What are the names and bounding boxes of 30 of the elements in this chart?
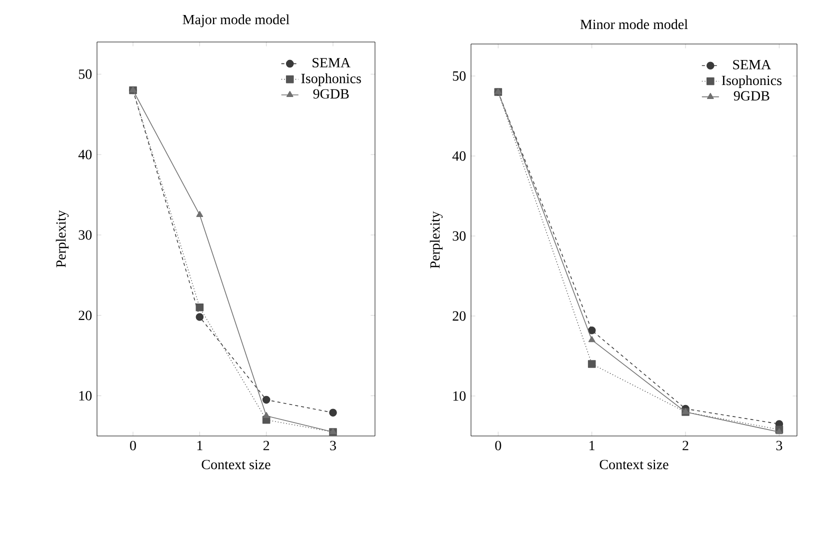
y-tick-label: 50: [78, 69, 92, 79]
x-axis-title: Context size: [202, 460, 270, 470]
chart-title: Minor mode model: [580, 19, 688, 30]
y-axis-title: Perplexity: [430, 211, 443, 268]
y-axis-title: Perplexity: [56, 210, 69, 268]
y-tick-label: 50: [452, 71, 466, 81]
y-tick-label: 20: [452, 311, 466, 321]
x-tick-label: 3: [776, 440, 782, 450]
x-tick-label: 0: [495, 440, 502, 450]
x-tick-label: 1: [197, 440, 202, 450]
x-tick-label: 0: [130, 440, 136, 450]
x-axis-title: Context size: [600, 460, 668, 470]
x-tick-label: 3: [330, 440, 336, 450]
x-tick-label: 1: [590, 440, 595, 450]
legend-label: Isophonics: [301, 73, 361, 86]
legend-label: 9GDB: [734, 91, 770, 101]
chart-title: Major mode model: [182, 14, 290, 28]
y-tick-label: 30: [78, 230, 92, 240]
x-tick-label: 2: [263, 440, 270, 450]
y-tick-label: 10: [79, 391, 92, 401]
y-tick-label: 40: [78, 150, 92, 160]
legend-label: SEMA: [312, 58, 350, 68]
legend-label: SEMA: [733, 60, 772, 70]
y-tick-label: 10: [453, 391, 466, 401]
y-tick-label: 30: [452, 231, 466, 241]
x-tick-label: 2: [682, 440, 688, 450]
legend-label: 9GDB: [313, 89, 349, 99]
legend-label: Isophonics: [722, 75, 782, 88]
y-tick-label: 20: [78, 310, 92, 320]
y-tick-label: 40: [452, 151, 466, 161]
